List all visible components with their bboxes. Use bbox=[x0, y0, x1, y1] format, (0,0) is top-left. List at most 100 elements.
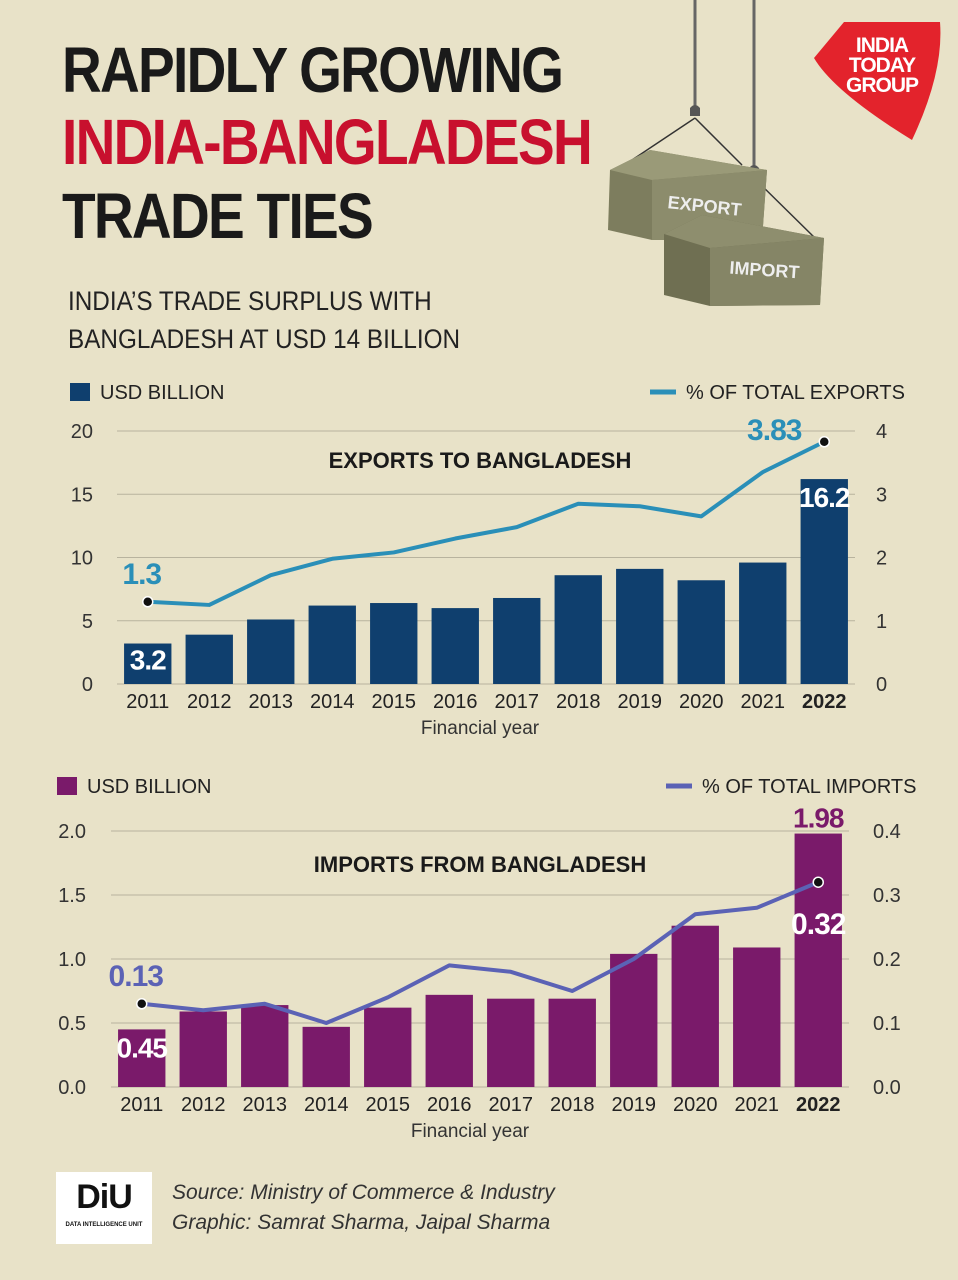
bar-2011 bbox=[124, 643, 172, 684]
bar-2012 bbox=[185, 634, 233, 684]
y-tick-left: 1.5 bbox=[58, 885, 86, 907]
bar-2022 bbox=[800, 479, 848, 684]
x-tick-label: 2014 bbox=[310, 691, 355, 713]
bar-2019 bbox=[616, 568, 664, 684]
percent-line bbox=[147, 439, 826, 607]
x-tick-label: 2013 bbox=[249, 691, 294, 713]
bar-2021 bbox=[733, 947, 781, 1087]
line-point-2022 bbox=[812, 876, 824, 888]
india-today-logo bbox=[814, 22, 941, 140]
bar-2021 bbox=[739, 562, 787, 684]
last-point-label: 0.32 bbox=[791, 908, 846, 941]
y-tick-left: 2.0 bbox=[58, 821, 86, 843]
x-tick-label: 2019 bbox=[618, 691, 663, 713]
y-tick-left: 20 bbox=[71, 421, 93, 443]
y-tick-left: 0.5 bbox=[58, 1013, 86, 1035]
y-tick-right: 4 bbox=[876, 421, 887, 443]
subtitle-line-2: BANGLADESH AT USD 14 BILLION bbox=[68, 324, 461, 354]
y-tick-right: 0 bbox=[876, 674, 887, 696]
y-tick-right: 0.4 bbox=[873, 821, 901, 843]
x-tick-label: 2012 bbox=[181, 1094, 226, 1116]
bar-2020 bbox=[677, 580, 725, 684]
x-tick-label: 2020 bbox=[673, 1094, 718, 1116]
subtitle-line-1: INDIA’S TRADE SURPLUS WITH bbox=[68, 286, 432, 316]
chart-title: EXPORTS TO BANGLADESH bbox=[329, 448, 632, 473]
x-tick-label: 2012 bbox=[187, 691, 232, 713]
india-today-logo-text: INDIA TODAY GROUP bbox=[832, 34, 932, 96]
y-tick-left: 10 bbox=[71, 548, 93, 570]
legend-bar-swatch bbox=[70, 383, 90, 401]
y-tick-left: 0.0 bbox=[58, 1077, 86, 1099]
title-line-2: INDIA-BANGLADESH bbox=[62, 106, 593, 178]
line-point-2022 bbox=[818, 436, 830, 448]
x-tick-label: 2022 bbox=[796, 1094, 841, 1116]
diu-logo: DiU DATA INTELLIGENCE UNIT bbox=[56, 1172, 152, 1244]
y-tick-right: 0.2 bbox=[873, 949, 901, 971]
bar-2012 bbox=[179, 1011, 227, 1087]
percent-line bbox=[141, 880, 820, 1025]
x-axis-label: Financial year bbox=[411, 1121, 530, 1142]
exports-chart: USD BILLION % OF TOTAL EXPORTS 0 5 10 15 20 0 1 2… bbox=[70, 382, 905, 739]
diu-logo-subtext: DATA INTELLIGENCE UNIT bbox=[65, 1222, 143, 1228]
y-tick-right: 0.0 bbox=[873, 1077, 901, 1099]
bar-2013 bbox=[247, 619, 295, 684]
bar-2018 bbox=[554, 575, 602, 684]
x-tick-label: 2013 bbox=[243, 1094, 288, 1116]
first-point-label: 0.13 bbox=[109, 960, 164, 993]
graphic-credit: Graphic: Samrat Sharma, Jaipal Sharma bbox=[172, 1211, 551, 1234]
bar-2014 bbox=[302, 1026, 350, 1087]
shipping-containers-illustration: EXPORT IMPORT bbox=[608, 0, 824, 306]
bar-2013 bbox=[241, 1005, 289, 1087]
y-tick-left: 0 bbox=[82, 674, 93, 696]
x-tick-label: 2017 bbox=[489, 1094, 534, 1116]
x-tick-label: 2017 bbox=[495, 691, 540, 713]
x-tick-label: 2015 bbox=[366, 1094, 411, 1116]
subtitle: INDIA’S TRADE SURPLUS WITH BANGLADESH AT… bbox=[68, 282, 460, 358]
bar-2011 bbox=[118, 1029, 166, 1087]
legend-bar-label: USD BILLION bbox=[100, 382, 224, 404]
bar-2016 bbox=[431, 608, 479, 684]
import-label: IMPORT bbox=[729, 258, 800, 283]
bar-2015 bbox=[364, 1007, 412, 1087]
y-tick-left: 1.0 bbox=[58, 949, 86, 971]
legend-bar-label: USD BILLION bbox=[87, 776, 211, 798]
bar-2017 bbox=[487, 998, 535, 1087]
legend-line-label: % OF TOTAL EXPORTS bbox=[686, 382, 905, 404]
y-tick-left: 5 bbox=[82, 611, 93, 633]
legend-bar-swatch bbox=[57, 777, 77, 795]
y-tick-right: 0.3 bbox=[873, 885, 901, 907]
x-tick-label: 2011 bbox=[126, 691, 169, 713]
imports-chart: USD BILLION % OF TOTAL IMPORTS 0.0 0.5 1.0 1.… bbox=[57, 776, 916, 1142]
x-tick-label: 2020 bbox=[679, 691, 724, 713]
y-tick-right: 2 bbox=[876, 548, 887, 570]
footer: Source: Ministry of Commerce & Industry … bbox=[172, 1178, 555, 1238]
x-tick-label: 2019 bbox=[612, 1094, 657, 1116]
y-tick-right: 1 bbox=[876, 611, 887, 633]
first-point-label: 1.3 bbox=[122, 558, 161, 591]
bar-2020 bbox=[671, 925, 719, 1087]
logo-line-2: TODAY bbox=[848, 54, 916, 77]
x-tick-label: 2015 bbox=[372, 691, 417, 713]
x-tick-label: 2021 bbox=[735, 1094, 780, 1116]
chart-title: IMPORTS FROM BANGLADESH bbox=[314, 852, 646, 877]
x-tick-label: 2022 bbox=[802, 691, 847, 713]
bar-2022 bbox=[794, 833, 842, 1087]
y-tick-left: 15 bbox=[71, 484, 93, 506]
last-bar-label: 1.98 bbox=[793, 803, 844, 834]
bar-2016 bbox=[425, 994, 473, 1087]
bar-2014 bbox=[308, 605, 356, 684]
x-tick-label: 2014 bbox=[304, 1094, 349, 1116]
bar-2018 bbox=[548, 998, 596, 1087]
y-tick-right: 3 bbox=[876, 484, 887, 506]
bar-2019 bbox=[610, 953, 658, 1087]
first-bar-label: 0.45 bbox=[117, 1032, 168, 1063]
diu-logo-text: DiU bbox=[76, 1178, 133, 1216]
line-point-2011 bbox=[136, 998, 148, 1010]
logo-line-1: INDIA bbox=[855, 34, 909, 57]
title-line-1: RAPIDLY GROWING bbox=[62, 34, 564, 106]
x-tick-label: 2016 bbox=[427, 1094, 472, 1116]
x-tick-label: 2011 bbox=[120, 1094, 163, 1116]
last-bar-label: 16.2 bbox=[799, 482, 850, 513]
y-tick-right: 0.1 bbox=[873, 1013, 901, 1035]
source-credit: Source: Ministry of Commerce & Industry bbox=[172, 1181, 555, 1204]
